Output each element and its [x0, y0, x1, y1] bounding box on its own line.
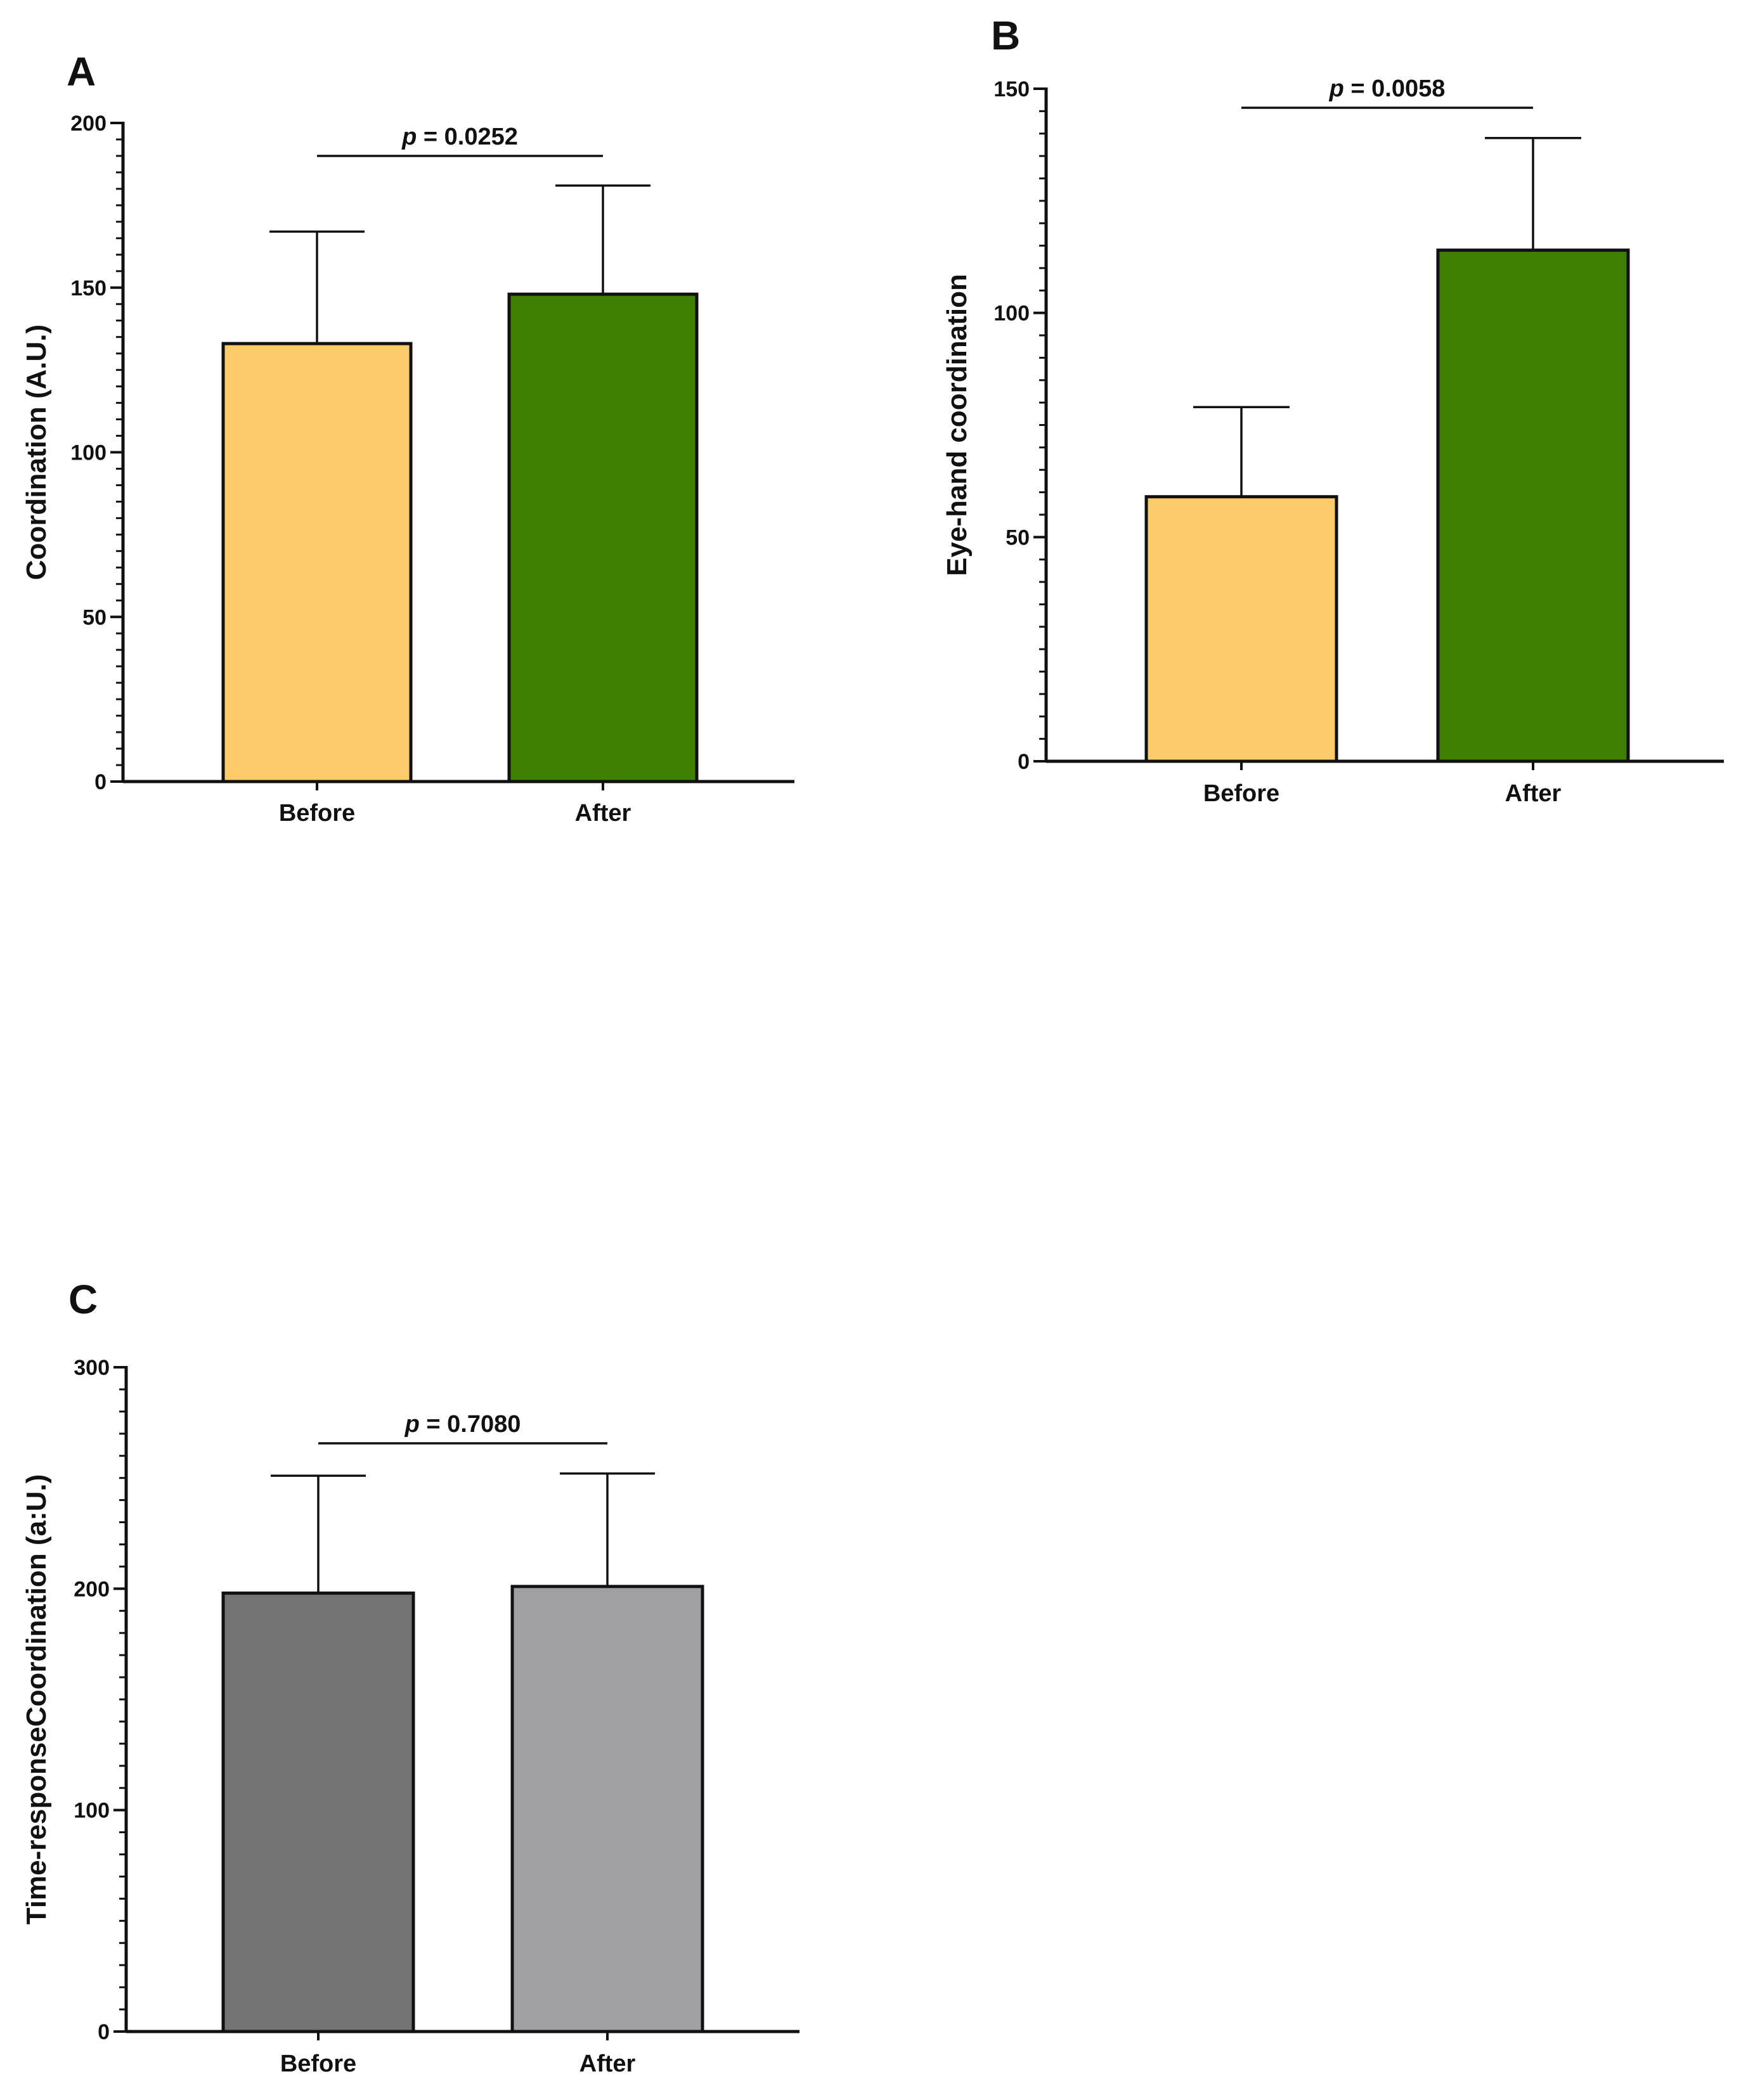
p-value-symbol: p: [1329, 75, 1344, 102]
y-tick-label: 0: [98, 2020, 110, 2044]
panel-letter: B: [991, 13, 1020, 58]
bar-before: [1144, 495, 1338, 763]
p-value-symbol: p: [405, 1411, 420, 1438]
panel-letter: C: [68, 1277, 98, 1322]
y-tick-label: 50: [1006, 525, 1030, 550]
x-tick-label: Before: [280, 2051, 356, 2077]
x-tick-label: After: [579, 2051, 636, 2077]
y-axis-title: Time-responseCoordination (a:U.): [21, 1474, 52, 1925]
y-tick-label: 200: [74, 1577, 110, 1601]
y-tick-label: 100: [993, 302, 1030, 326]
y-tick-label: 300: [74, 1356, 110, 1380]
y-tick-label: 200: [70, 112, 107, 136]
chart-panel-a: A Before After 0 50 100 150 200 Coordination (A.…: [21, 49, 794, 827]
y-tick-label: 50: [82, 605, 107, 629]
chart-panel-c: C Before After 0 100 200 300 Time-responseCoord…: [21, 1277, 799, 2077]
bar-after: [510, 1585, 704, 2033]
p-value-label: p = 0.0058: [1329, 75, 1446, 102]
y-tick-label: 0: [94, 770, 107, 794]
y-axis-title: Coordination (A.U.): [21, 325, 52, 580]
chart-panel-b: B Before After 0 50 100 150 Eye-hand coordinati…: [942, 13, 1724, 807]
bar-before: [221, 342, 413, 783]
y-tick-label: 100: [74, 1799, 110, 1823]
y-axis-title: Eye-hand coordination: [942, 274, 973, 576]
bar-after: [1436, 248, 1630, 763]
y-tick-label: 100: [70, 441, 107, 465]
y-tick-label: 150: [70, 276, 107, 300]
p-value-label: p = 0.0252: [401, 124, 518, 150]
bar-before: [221, 1591, 415, 2033]
p-value-number: = 0.7080: [420, 1411, 521, 1438]
p-value-symbol: p: [401, 124, 417, 150]
y-tick-label: 150: [993, 77, 1030, 101]
y-tick-label: 0: [1018, 750, 1030, 774]
p-value-number: = 0.0252: [417, 124, 518, 150]
x-tick-label: Before: [279, 800, 355, 827]
bar-after: [507, 292, 699, 783]
x-tick-label: After: [575, 800, 631, 827]
x-tick-label: Before: [1203, 780, 1279, 807]
panel-letter: A: [67, 49, 96, 94]
x-tick-label: After: [1505, 780, 1562, 807]
p-value-label: p = 0.7080: [405, 1411, 521, 1438]
p-value-number: = 0.0058: [1344, 75, 1446, 102]
